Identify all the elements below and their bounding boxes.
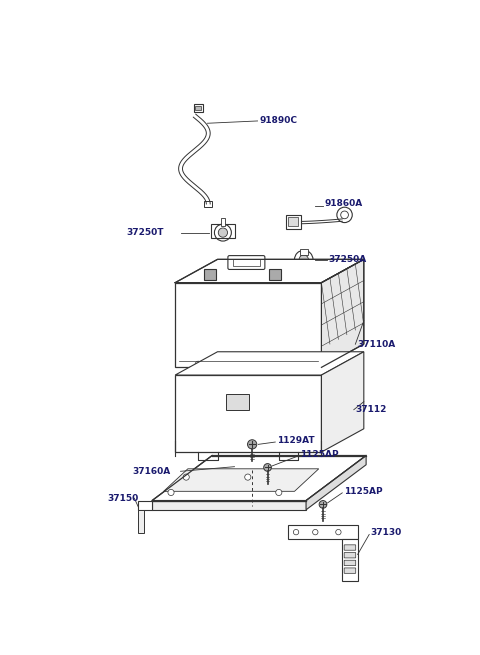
Circle shape [336, 529, 341, 535]
FancyBboxPatch shape [204, 269, 216, 280]
Circle shape [195, 361, 201, 367]
Text: 37250T: 37250T [127, 228, 164, 237]
Polygon shape [342, 539, 358, 582]
Circle shape [341, 211, 348, 219]
Text: 91860A: 91860A [324, 199, 363, 208]
FancyBboxPatch shape [211, 224, 235, 238]
Text: 37110A: 37110A [357, 340, 395, 348]
Polygon shape [175, 375, 322, 452]
FancyBboxPatch shape [269, 269, 281, 280]
Circle shape [299, 255, 308, 264]
Circle shape [248, 440, 257, 449]
Circle shape [312, 529, 318, 535]
FancyBboxPatch shape [204, 201, 212, 207]
Circle shape [230, 361, 236, 367]
FancyBboxPatch shape [228, 255, 265, 269]
Circle shape [276, 489, 282, 496]
Circle shape [245, 474, 251, 480]
Circle shape [245, 460, 252, 466]
FancyBboxPatch shape [232, 259, 260, 266]
FancyBboxPatch shape [344, 545, 356, 550]
Circle shape [293, 529, 299, 535]
Circle shape [183, 474, 189, 480]
FancyBboxPatch shape [193, 104, 203, 112]
Text: 37250A: 37250A [328, 255, 367, 264]
Circle shape [168, 489, 174, 496]
FancyBboxPatch shape [221, 218, 225, 226]
Text: 1125AP: 1125AP [300, 450, 338, 459]
Text: 37150: 37150 [108, 494, 139, 503]
Text: 1125AP: 1125AP [344, 487, 383, 496]
FancyBboxPatch shape [288, 217, 299, 226]
Circle shape [319, 500, 327, 508]
FancyBboxPatch shape [286, 215, 301, 229]
Polygon shape [306, 455, 366, 510]
Circle shape [264, 464, 271, 472]
Circle shape [218, 228, 228, 237]
FancyBboxPatch shape [344, 568, 356, 573]
Polygon shape [152, 500, 306, 510]
Circle shape [264, 361, 271, 367]
FancyBboxPatch shape [344, 553, 356, 558]
FancyBboxPatch shape [300, 249, 308, 255]
Polygon shape [175, 352, 364, 375]
Text: 37112: 37112 [355, 405, 387, 414]
FancyBboxPatch shape [293, 267, 314, 275]
Polygon shape [138, 500, 152, 510]
Polygon shape [138, 510, 144, 533]
Polygon shape [237, 464, 248, 477]
Polygon shape [164, 469, 319, 491]
Text: 37160A: 37160A [132, 467, 170, 476]
Polygon shape [152, 455, 366, 500]
Circle shape [299, 361, 305, 367]
Text: 1129AT: 1129AT [277, 436, 314, 445]
Polygon shape [322, 259, 364, 367]
FancyBboxPatch shape [195, 105, 201, 110]
FancyBboxPatch shape [344, 560, 356, 566]
Polygon shape [322, 352, 364, 452]
Text: 91890C: 91890C [259, 117, 297, 126]
Circle shape [263, 456, 269, 462]
Polygon shape [288, 525, 358, 539]
Polygon shape [175, 259, 364, 283]
Text: 37130: 37130 [371, 529, 402, 537]
Polygon shape [237, 456, 287, 470]
FancyBboxPatch shape [227, 394, 250, 409]
